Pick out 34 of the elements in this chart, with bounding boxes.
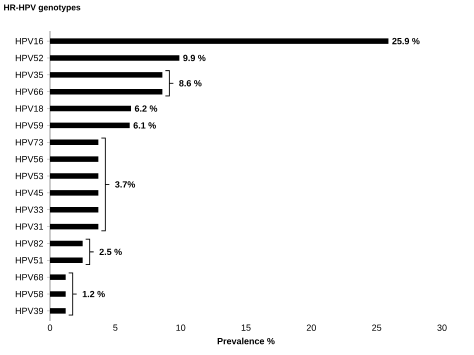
x-tick-label: 30 bbox=[437, 324, 447, 331]
y-tick-label: HPV66 bbox=[16, 88, 44, 95]
x-tick-label: 10 bbox=[176, 324, 186, 331]
data-label: 6.2 % bbox=[134, 105, 158, 112]
y-tick-label: HPV59 bbox=[16, 122, 44, 129]
y-tick-label: HPV45 bbox=[16, 190, 44, 196]
x-axis-title: Prevalence % bbox=[218, 338, 275, 344]
y-tick-label: HPV16 bbox=[16, 38, 44, 44]
y-tick-label: HPV82 bbox=[16, 240, 44, 247]
x-tick-label: 0 bbox=[48, 324, 52, 331]
x-tick-label: 5 bbox=[113, 324, 118, 331]
y-tick-label: HPV39 bbox=[16, 308, 44, 314]
data-label: 1.2 % bbox=[82, 290, 105, 298]
y-axis-title: HR-HPV genotypes bbox=[4, 4, 80, 12]
y-tick-label: HPV52 bbox=[16, 54, 44, 62]
data-label: 8.6 % bbox=[179, 80, 202, 86]
data-label: 25.9 % bbox=[392, 38, 420, 44]
y-tick-label: HPV56 bbox=[16, 156, 44, 162]
y-tick-label: HPV31 bbox=[16, 223, 44, 230]
y-tick-label: HPV53 bbox=[16, 172, 44, 180]
y-tick-label: HPV35 bbox=[16, 72, 44, 78]
y-tick-label: HPV68 bbox=[16, 274, 44, 280]
y-tick-label: HPV51 bbox=[16, 257, 44, 264]
data-label: 2.5 % bbox=[100, 248, 122, 256]
data-label: 3.7% bbox=[115, 181, 136, 188]
x-tick-label: 15 bbox=[242, 324, 251, 331]
x-tick-label: 20 bbox=[306, 324, 316, 331]
y-tick-label: HPV33 bbox=[16, 206, 44, 213]
x-tick-label: 25 bbox=[372, 324, 382, 331]
y-tick-label: HPV58 bbox=[16, 290, 44, 298]
data-label: 9.9 % bbox=[183, 54, 206, 62]
y-tick-label: HPV18 bbox=[16, 105, 44, 112]
data-label: 6.1 % bbox=[134, 122, 156, 129]
y-tick-label: HPV73 bbox=[16, 139, 44, 146]
